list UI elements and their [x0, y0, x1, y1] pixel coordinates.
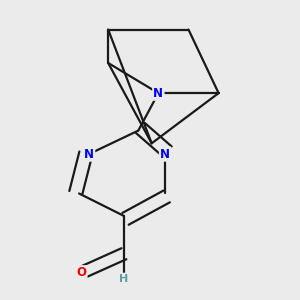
Text: H: H: [119, 274, 128, 284]
Text: O: O: [76, 266, 86, 279]
Text: N: N: [153, 87, 164, 100]
Text: N: N: [160, 148, 170, 160]
Text: N: N: [84, 148, 94, 160]
